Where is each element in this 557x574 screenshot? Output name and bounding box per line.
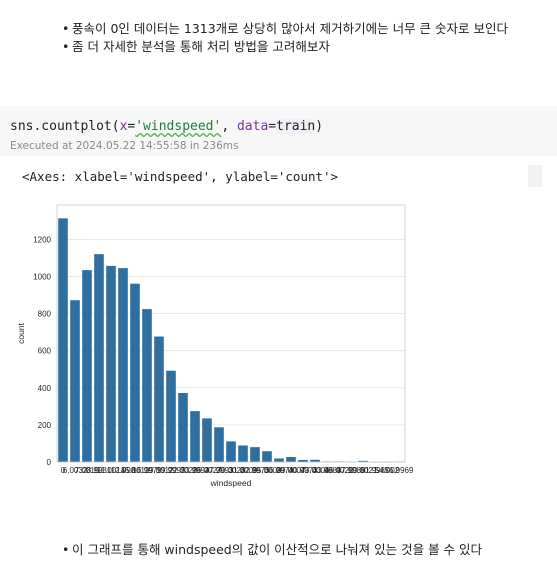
x-tick-label: 8.9981 [87, 466, 112, 475]
y-tick-labels: 0 200 400 600 800 1000 1200 [33, 235, 51, 467]
y-tick-label: 400 [38, 384, 52, 393]
bar [286, 456, 296, 462]
x-tick-label: 19.9995 [157, 466, 186, 475]
x-tick-label: 22.0028 [169, 466, 198, 475]
bar [142, 309, 152, 462]
bar [250, 447, 260, 462]
x-tick-label: 26.0027 [193, 466, 222, 475]
code-func: sns.countplot( [10, 119, 120, 134]
x-tick-label: 56.9969 [385, 466, 414, 475]
output-text: <Axes: xlabel='windspeed', ylabel='count… [22, 169, 339, 184]
y-tick-label: 600 [38, 347, 52, 356]
x-tick-label: 23.9994 [181, 466, 210, 475]
execution-status: Executed at 2024.05.22 14:55:58 in 236ms [10, 140, 239, 152]
bar [70, 300, 80, 462]
x-tick-label: 32.9975 [241, 466, 270, 475]
bar [82, 270, 92, 462]
markdown-bullet: 풍속이 0인 데이터는 1313개로 상당히 많아서 제거하기에는 너무 큰 숫… [0, 20, 557, 38]
y-tick-label: 1000 [33, 272, 51, 281]
code-var-train: train [276, 119, 316, 134]
x-tick-label: 7.0015 [75, 466, 100, 475]
bar [298, 459, 308, 462]
x-tick-label: 12.998 [111, 466, 136, 475]
bar [58, 218, 68, 462]
output-scrollbar[interactable] [528, 165, 542, 187]
code-sep: , [221, 119, 237, 134]
x-tick-label: 50.0021 [349, 466, 378, 475]
bar [214, 427, 224, 462]
x-tick-label: 46.0022 [325, 466, 354, 475]
code-eq: = [127, 119, 136, 134]
code-eq: = [268, 119, 277, 134]
x-tick-label: 6.0032 [63, 466, 88, 475]
x-tick-labels: 06.00327.00158.998111.001412.99815.00131… [61, 466, 414, 475]
x-tick-label: 43.9989 [313, 466, 342, 475]
bar [226, 441, 236, 462]
bar [274, 458, 284, 462]
bar [94, 254, 104, 462]
markdown-cell-top: 풍속이 0인 데이터는 1313개로 상당히 많아서 제거하기에는 너무 큰 숫… [0, 20, 557, 56]
bar [238, 445, 248, 462]
y-axis-label: count [16, 322, 26, 343]
x-tick-label: 16.9979 [133, 466, 162, 475]
bar [202, 418, 212, 462]
x-tick-label: 11.0014 [97, 466, 126, 475]
bars [58, 218, 404, 463]
plot-frame [56, 204, 406, 463]
code-param-x: x [119, 119, 128, 134]
x-tick-label: 19.0012 [145, 466, 174, 475]
markdown-cell-bottom: 이 그래프를 통해 windspeed의 값이 이산적으로 나눠져 있는 것을 … [0, 541, 557, 559]
bar [262, 451, 272, 462]
code-cell[interactable]: sns.countplot(x='windspeed', data=train)… [0, 106, 557, 156]
y-tick-label: 1200 [33, 235, 51, 244]
x-tick-label: 31.0009 [229, 466, 258, 475]
x-tick-label: 0 [61, 466, 66, 475]
bar [130, 283, 140, 462]
bar [166, 370, 176, 462]
x-tick-label: 40.9973 [289, 466, 318, 475]
x-tick-label: 47.9988 [337, 466, 366, 475]
bar [190, 411, 200, 462]
bar [358, 460, 368, 462]
code-close: ) [315, 119, 324, 134]
bar [178, 392, 188, 462]
y-tick-label: 200 [38, 421, 52, 430]
bar [118, 268, 128, 462]
x-tick-label: 27.9993 [205, 466, 234, 475]
x-tick-label: 51.9987 [361, 466, 390, 475]
x-tick-label: 54.002 [375, 466, 400, 475]
y-tick-label: 800 [38, 310, 52, 319]
x-tick-label: 35.0008 [253, 466, 282, 475]
code-editor-line[interactable]: sns.countplot(x='windspeed', data=train) [10, 119, 323, 134]
x-tick-label: 39.0007 [277, 466, 306, 475]
code-string-windspeed: 'windspeed' [135, 119, 222, 134]
x-tick-label: 36.9974 [265, 466, 294, 475]
x-tick-label: 30.0026 [217, 466, 246, 475]
x-tick-label: 43.0006 [301, 466, 330, 475]
markdown-bullet: 좀 더 자세한 분석을 통해 처리 방법을 고려해보자 [0, 38, 557, 56]
y-tick-label: 0 [47, 458, 52, 467]
code-param-data: data [236, 119, 269, 134]
bar [310, 459, 320, 462]
bar [154, 336, 164, 462]
x-tick-label: 15.0013 [121, 466, 150, 475]
bar [106, 265, 116, 462]
markdown-bullet: 이 그래프를 통해 windspeed의 값이 이산적으로 나눠져 있는 것을 … [0, 541, 557, 559]
x-axis-label: windspeed [210, 478, 252, 488]
